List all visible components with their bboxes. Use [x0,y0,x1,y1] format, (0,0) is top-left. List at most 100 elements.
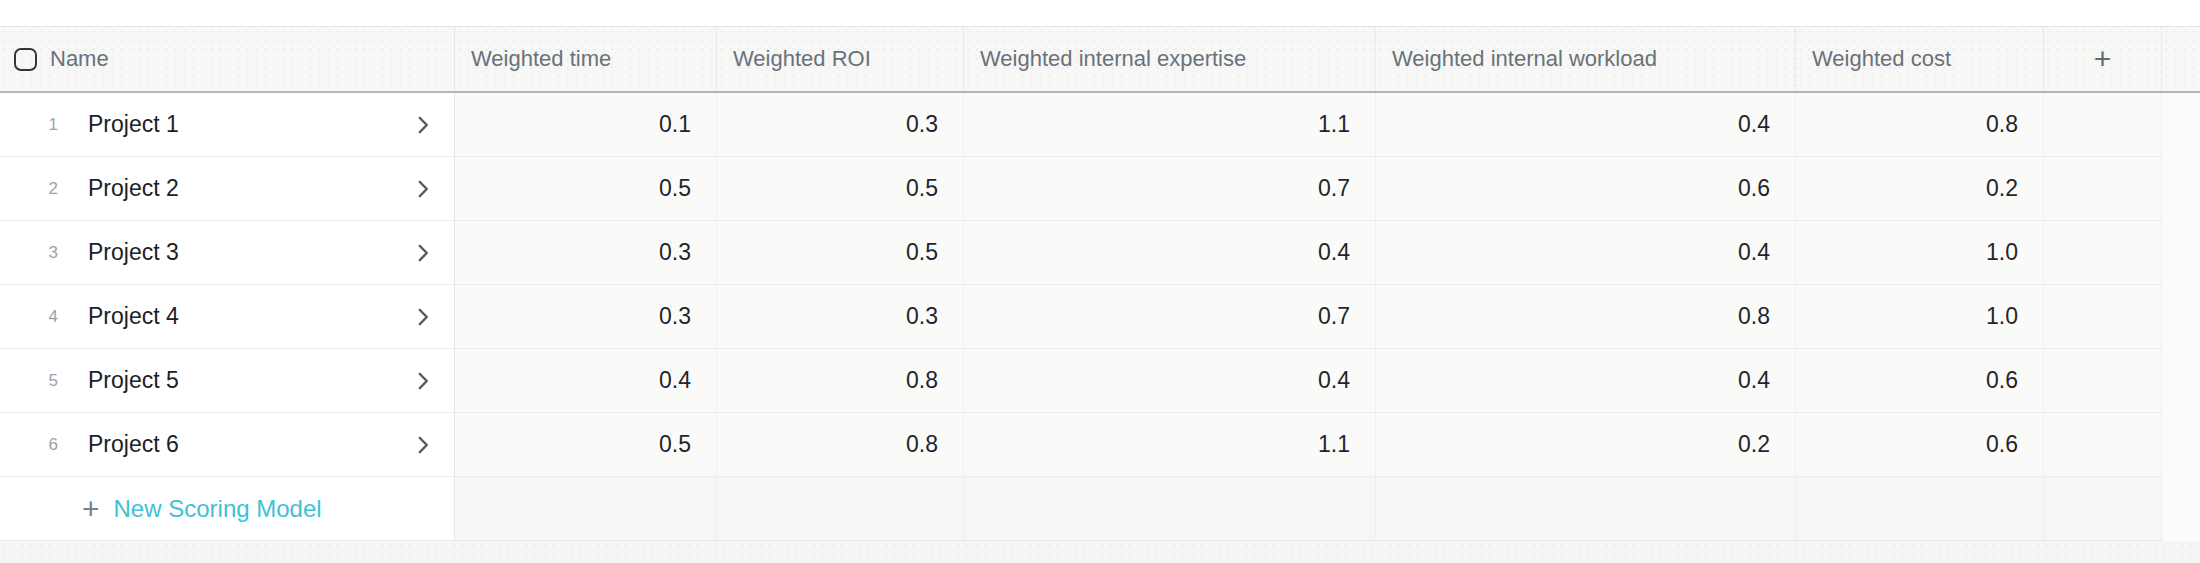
empty-cell [717,477,964,541]
row-number: 6 [0,435,58,455]
weighted-internal-expertise-cell[interactable]: 1.1 [964,413,1376,477]
empty-cell [2044,93,2162,157]
new-scoring-model-row: + New Scoring Model [0,477,2200,541]
empty-cell [2044,285,2162,349]
new-scoring-model-button[interactable]: + New Scoring Model [0,477,455,541]
header-filler [2162,27,2200,91]
new-scoring-model-label: New Scoring Model [114,495,322,523]
weighted-internal-expertise-cell[interactable]: 0.7 [964,157,1376,221]
weighted-internal-workload-cell[interactable]: 0.6 [1376,157,1796,221]
project-name: Project 3 [88,239,179,266]
weighted-internal-expertise-cell[interactable]: 1.1 [964,93,1376,157]
empty-cell [2044,413,2162,477]
weighted-roi-cell[interactable]: 0.5 [717,221,964,285]
weighted-time-cell[interactable]: 0.3 [455,285,717,349]
project-name-cell[interactable]: 1 Project 1 [0,93,455,157]
add-column-button[interactable]: + [2044,27,2162,91]
weighted-cost-cell[interactable]: 0.8 [1796,93,2044,157]
expand-row-chevron-icon[interactable] [410,432,436,458]
expand-row-chevron-icon[interactable] [410,304,436,330]
project-name-cell[interactable]: 5 Project 5 [0,349,455,413]
weighted-internal-workload-cell[interactable]: 0.4 [1376,221,1796,285]
column-header-label: Weighted time [471,46,611,72]
weighted-roi-cell[interactable]: 0.3 [717,93,964,157]
weighted-time-cell[interactable]: 0.4 [455,349,717,413]
weighted-internal-expertise-cell[interactable]: 0.4 [964,221,1376,285]
row-filler [2162,285,2200,349]
project-name-cell[interactable]: 6 Project 6 [0,413,455,477]
table-row: 1 Project 1 0.1 0.3 1.1 0.4 0.8 [0,93,2200,157]
empty-cell [2044,157,2162,221]
row-filler [2162,157,2200,221]
weighted-cost-cell[interactable]: 0.6 [1796,349,2044,413]
empty-cell [2044,221,2162,285]
weighted-time-cell[interactable]: 0.1 [455,93,717,157]
project-name-cell[interactable]: 4 Project 4 [0,285,455,349]
weighted-cost-cell[interactable]: 0.2 [1796,157,2044,221]
column-header-label: Weighted ROI [733,46,871,72]
empty-cell [1796,477,2044,541]
table-row: 2 Project 2 0.5 0.5 0.7 0.6 0.2 [0,157,2200,221]
project-name-cell[interactable]: 3 Project 3 [0,221,455,285]
table-header: Name Weighted time Weighted ROI Weighted… [0,26,2200,93]
expand-row-chevron-icon[interactable] [410,368,436,394]
expand-row-chevron-icon[interactable] [410,112,436,138]
plus-icon: + [2094,42,2112,76]
row-filler [2162,93,2200,157]
weighted-roi-cell[interactable]: 0.5 [717,157,964,221]
weighted-internal-expertise-cell[interactable]: 0.4 [964,349,1376,413]
row-number: 3 [0,243,58,263]
project-name: Project 6 [88,431,179,458]
column-header-name[interactable]: Name [0,27,455,91]
column-header-weighted-time[interactable]: Weighted time [455,27,717,91]
table-row: 5 Project 5 0.4 0.8 0.4 0.4 0.6 [0,349,2200,413]
empty-cell [1376,477,1796,541]
weighted-cost-cell[interactable]: 1.0 [1796,285,2044,349]
row-number: 4 [0,307,58,327]
table-body: 1 Project 1 0.1 0.3 1.1 0.4 0.8 2 Projec… [0,93,2200,477]
plus-icon: + [82,494,100,524]
weighted-roi-cell[interactable]: 0.8 [717,413,964,477]
column-header-weighted-internal-workload[interactable]: Weighted internal workload [1376,27,1796,91]
row-number: 5 [0,371,58,391]
column-header-weighted-internal-expertise[interactable]: Weighted internal expertise [964,27,1376,91]
project-name: Project 4 [88,303,179,330]
weighted-internal-workload-cell[interactable]: 0.2 [1376,413,1796,477]
column-header-weighted-roi[interactable]: Weighted ROI [717,27,964,91]
column-header-name-label: Name [50,46,109,72]
row-filler [2162,413,2200,477]
empty-cell [455,477,717,541]
row-number: 2 [0,179,58,199]
row-number: 1 [0,115,58,135]
weighted-internal-workload-cell[interactable]: 0.4 [1376,349,1796,413]
weighted-roi-cell[interactable]: 0.8 [717,349,964,413]
weighted-roi-cell[interactable]: 0.3 [717,285,964,349]
table-row: 6 Project 6 0.5 0.8 1.1 0.2 0.6 [0,413,2200,477]
weighted-time-cell[interactable]: 0.5 [455,413,717,477]
empty-cell [2044,349,2162,413]
weighted-time-cell[interactable]: 0.3 [455,221,717,285]
project-name: Project 1 [88,111,179,138]
weighted-cost-cell[interactable]: 0.6 [1796,413,2044,477]
table-row: 4 Project 4 0.3 0.3 0.7 0.8 1.0 [0,285,2200,349]
project-name-cell[interactable]: 2 Project 2 [0,157,455,221]
weighted-cost-cell[interactable]: 1.0 [1796,221,2044,285]
select-all-checkbox[interactable] [14,48,37,71]
column-header-weighted-cost[interactable]: Weighted cost [1796,27,2044,91]
scoring-table-app: Name Weighted time Weighted ROI Weighted… [0,0,2200,563]
project-name: Project 2 [88,175,179,202]
weighted-internal-workload-cell[interactable]: 0.4 [1376,93,1796,157]
empty-cell [964,477,1376,541]
weighted-internal-workload-cell[interactable]: 0.8 [1376,285,1796,349]
top-spacer [0,0,2200,26]
column-header-label: Weighted cost [1812,46,1951,72]
weighted-internal-expertise-cell[interactable]: 0.7 [964,285,1376,349]
weighted-time-cell[interactable]: 0.5 [455,157,717,221]
bottom-background [0,541,2200,563]
expand-row-chevron-icon[interactable] [410,176,436,202]
expand-row-chevron-icon[interactable] [410,240,436,266]
empty-cell [2044,477,2162,541]
row-filler [2162,349,2200,413]
table-row: 3 Project 3 0.3 0.5 0.4 0.4 1.0 [0,221,2200,285]
row-filler [2162,477,2200,541]
